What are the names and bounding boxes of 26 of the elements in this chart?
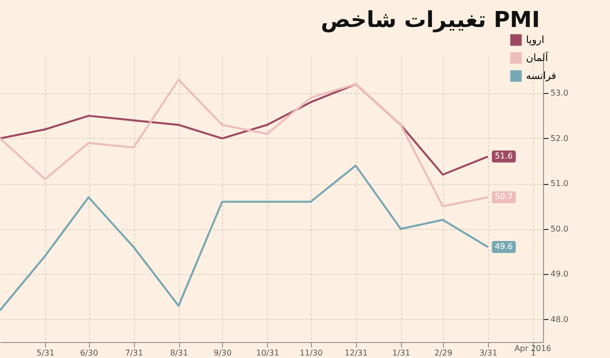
x-tick-label: 10/31 [256,348,280,358]
x-tick-label: 12/31 [344,348,368,358]
y-tick-label: 51.0 [550,179,568,188]
x-tick-label: 8/31 [170,348,188,358]
line-series [0,164,489,312]
x-tick-label: 1/31 [392,348,410,358]
y-tick-label: 53.0 [550,88,568,98]
y-tick-label: 49.0 [550,270,568,279]
y-tick-label: 52.0 [550,134,568,143]
data-label: 50.7 [494,192,513,202]
data-label: 51.6 [494,152,513,161]
x-tick-label: 3/31 [479,348,498,358]
x-tick-label: 7/31 [125,348,144,358]
data-label: 49.6 [494,242,513,251]
x-tick-label: 11/30 [300,348,323,358]
y-tick-label: 48.0 [550,314,568,324]
x-tick-label: 6/30 [80,348,98,358]
chart-title: تغییرات شاخص PMI [320,8,540,33]
legend-label: آلمان [526,51,550,64]
y-tick-label: 50.0 [550,224,568,234]
legend-label: فرانسه [526,71,556,82]
line-series [0,78,489,208]
x-tick-label: 9/30 [214,348,232,358]
legend-label: اروپا [526,35,544,46]
x-tick-label: 2/29 [434,348,452,358]
x-tick-label: 5/31 [36,348,54,358]
